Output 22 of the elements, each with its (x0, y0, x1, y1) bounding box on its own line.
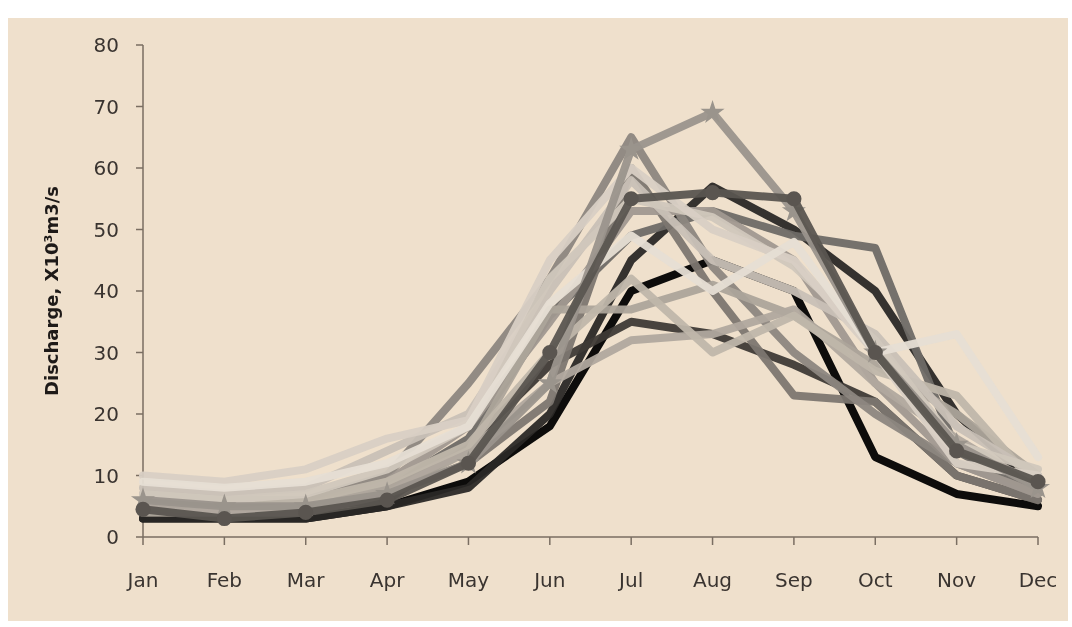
x-tick-label: Mar (286, 568, 326, 592)
x-tick-label: Jul (617, 568, 644, 592)
x-tick-label: May (447, 568, 490, 592)
y-tick-label: 60 (93, 156, 119, 180)
y-tick-label: 50 (93, 217, 119, 242)
x-tick-label: Nov (937, 568, 977, 592)
x-tick-label: Jun (532, 568, 566, 592)
y-axis-title: Discharge, X10³m3/s (41, 186, 62, 396)
y-tick-label: 10 (93, 463, 119, 488)
x-tick-label: Jan (125, 568, 159, 592)
x-tick-label: Dec (1018, 568, 1058, 592)
y-tick-label: 0 (106, 525, 119, 549)
y-tick-label: 80 (93, 33, 119, 57)
y-tick-label: 70 (93, 94, 119, 119)
y-tick-label: 20 (93, 402, 119, 426)
x-tick-label: Aug (693, 568, 733, 592)
x-tick-label: Apr (369, 568, 406, 592)
y-tick-label: 30 (93, 340, 119, 365)
x-tick-label: Oct (857, 568, 893, 592)
y-tick-label: 40 (93, 279, 119, 303)
x-tick-label: Sep (775, 568, 813, 592)
x-tick-label: Feb (206, 568, 243, 592)
